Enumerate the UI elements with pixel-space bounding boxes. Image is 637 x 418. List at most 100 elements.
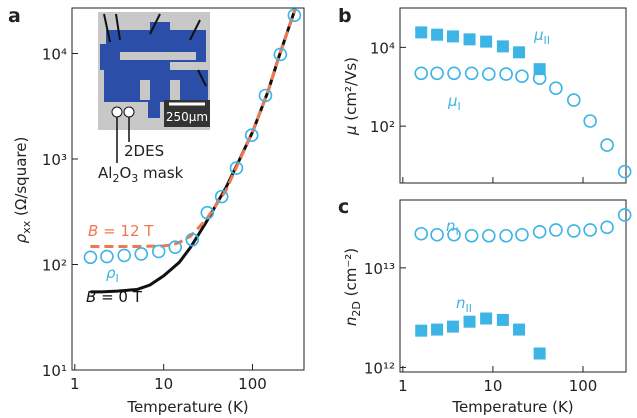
series-label: ρI (106, 264, 119, 285)
data-square (513, 323, 526, 336)
data-point (600, 220, 614, 235)
y-axis-label: n2D (cm⁻²) (342, 248, 363, 326)
data-point (532, 71, 547, 85)
data-square (463, 33, 476, 46)
data-point (273, 47, 288, 62)
data-square (496, 40, 509, 53)
label-subscript: II (544, 34, 551, 47)
data-point (482, 228, 496, 243)
y-tick-label: 10¹ (42, 362, 67, 380)
data-point (134, 247, 149, 261)
panel-label: c (338, 196, 349, 218)
plot-frame (399, 7, 627, 184)
data-square (415, 324, 428, 337)
data-point (549, 81, 563, 95)
x-tick-label: 100 (569, 377, 598, 395)
mask-label: Al2O3 mask (98, 164, 184, 185)
data-line (90, 9, 297, 248)
x-axis-label: Temperature (K) (126, 398, 248, 416)
x-tick-label: 100 (238, 375, 267, 393)
data-point (583, 114, 597, 128)
series-label: nI (446, 217, 459, 238)
data-point (151, 244, 166, 259)
inset: 250μm 2DES Al2O3 mask (98, 12, 210, 185)
panel-label: a (8, 5, 21, 27)
data-point (244, 128, 259, 143)
data-point (566, 93, 581, 107)
data-point (100, 249, 114, 264)
label-subscript: 2D (350, 301, 363, 316)
device-shape (100, 22, 208, 118)
contact-marker (111, 106, 123, 118)
data-point (83, 250, 98, 265)
data-point (549, 223, 563, 237)
wires (103, 13, 207, 87)
data-point (464, 66, 479, 81)
data-point (117, 248, 132, 263)
label-subscript: I (116, 272, 119, 285)
data-square (431, 28, 444, 41)
data-square (496, 313, 509, 326)
data-point (499, 228, 513, 243)
y-axis-label: ρxx (Ω/square) (12, 137, 33, 244)
label-symbol: n (446, 217, 456, 235)
x-tick-label: 10 (483, 377, 502, 395)
label-symbol: μ (447, 92, 458, 110)
plot-area (414, 26, 632, 179)
label-symbol: n (342, 317, 360, 327)
data-point (447, 66, 461, 81)
label-symbol: μ (342, 125, 360, 136)
label-rest: = 0 T (96, 288, 142, 306)
label-symbol: μ (533, 26, 544, 44)
data-point (515, 69, 529, 84)
mask-label-part: O (119, 164, 131, 182)
plot-area (83, 8, 302, 294)
data-square (513, 46, 526, 59)
label-symbol: B (88, 222, 98, 240)
data-point (287, 8, 302, 23)
data-square (415, 26, 428, 39)
data-point (532, 225, 547, 239)
plot-frame (399, 199, 627, 373)
label-subscript: xx (20, 220, 33, 234)
data-point (414, 66, 429, 81)
y-axis-label: μ (cm²/Vs) (342, 57, 360, 136)
data-point (229, 161, 244, 175)
mask-label-part: 3 (131, 172, 138, 185)
label-rest: (Ω/square) (12, 137, 30, 221)
contact-marker (123, 106, 135, 118)
mask-label-part: mask (138, 164, 183, 182)
mask-label-part: 2 (112, 172, 119, 185)
mask-label-part: Al (98, 164, 112, 182)
data-point (430, 66, 444, 81)
y-tick-label: 10² (370, 118, 395, 136)
device-label: 2DES (124, 142, 164, 160)
data-point (482, 67, 496, 81)
x-axis-label: Temperature (K) (451, 398, 573, 416)
label-rest: (cm²/Vs) (342, 57, 360, 125)
data-point (414, 226, 429, 241)
y-tick-label: 10¹² (364, 359, 395, 377)
x-tick-label: 1 (70, 375, 80, 393)
label-subscript: I (458, 100, 461, 113)
x-tick-label: 1 (398, 377, 408, 395)
y-tick-label: 10⁴ (370, 39, 395, 57)
data-square (463, 315, 476, 328)
label-symbol: ρ (106, 264, 116, 282)
data-point (185, 232, 200, 247)
data-point (583, 223, 597, 237)
data-point (200, 205, 215, 220)
label-symbol: B (86, 288, 96, 306)
data-point (430, 227, 444, 242)
y-tick-label: 10² (42, 257, 67, 275)
data-square (480, 312, 493, 325)
data-point (258, 88, 273, 103)
series-label: μII (533, 26, 550, 47)
y-tick-label: 10³ (42, 151, 67, 169)
data-point (617, 164, 632, 179)
series-label: nII (456, 294, 472, 315)
data-square (431, 323, 444, 336)
data-point (566, 224, 581, 238)
hall-bar (120, 52, 196, 100)
